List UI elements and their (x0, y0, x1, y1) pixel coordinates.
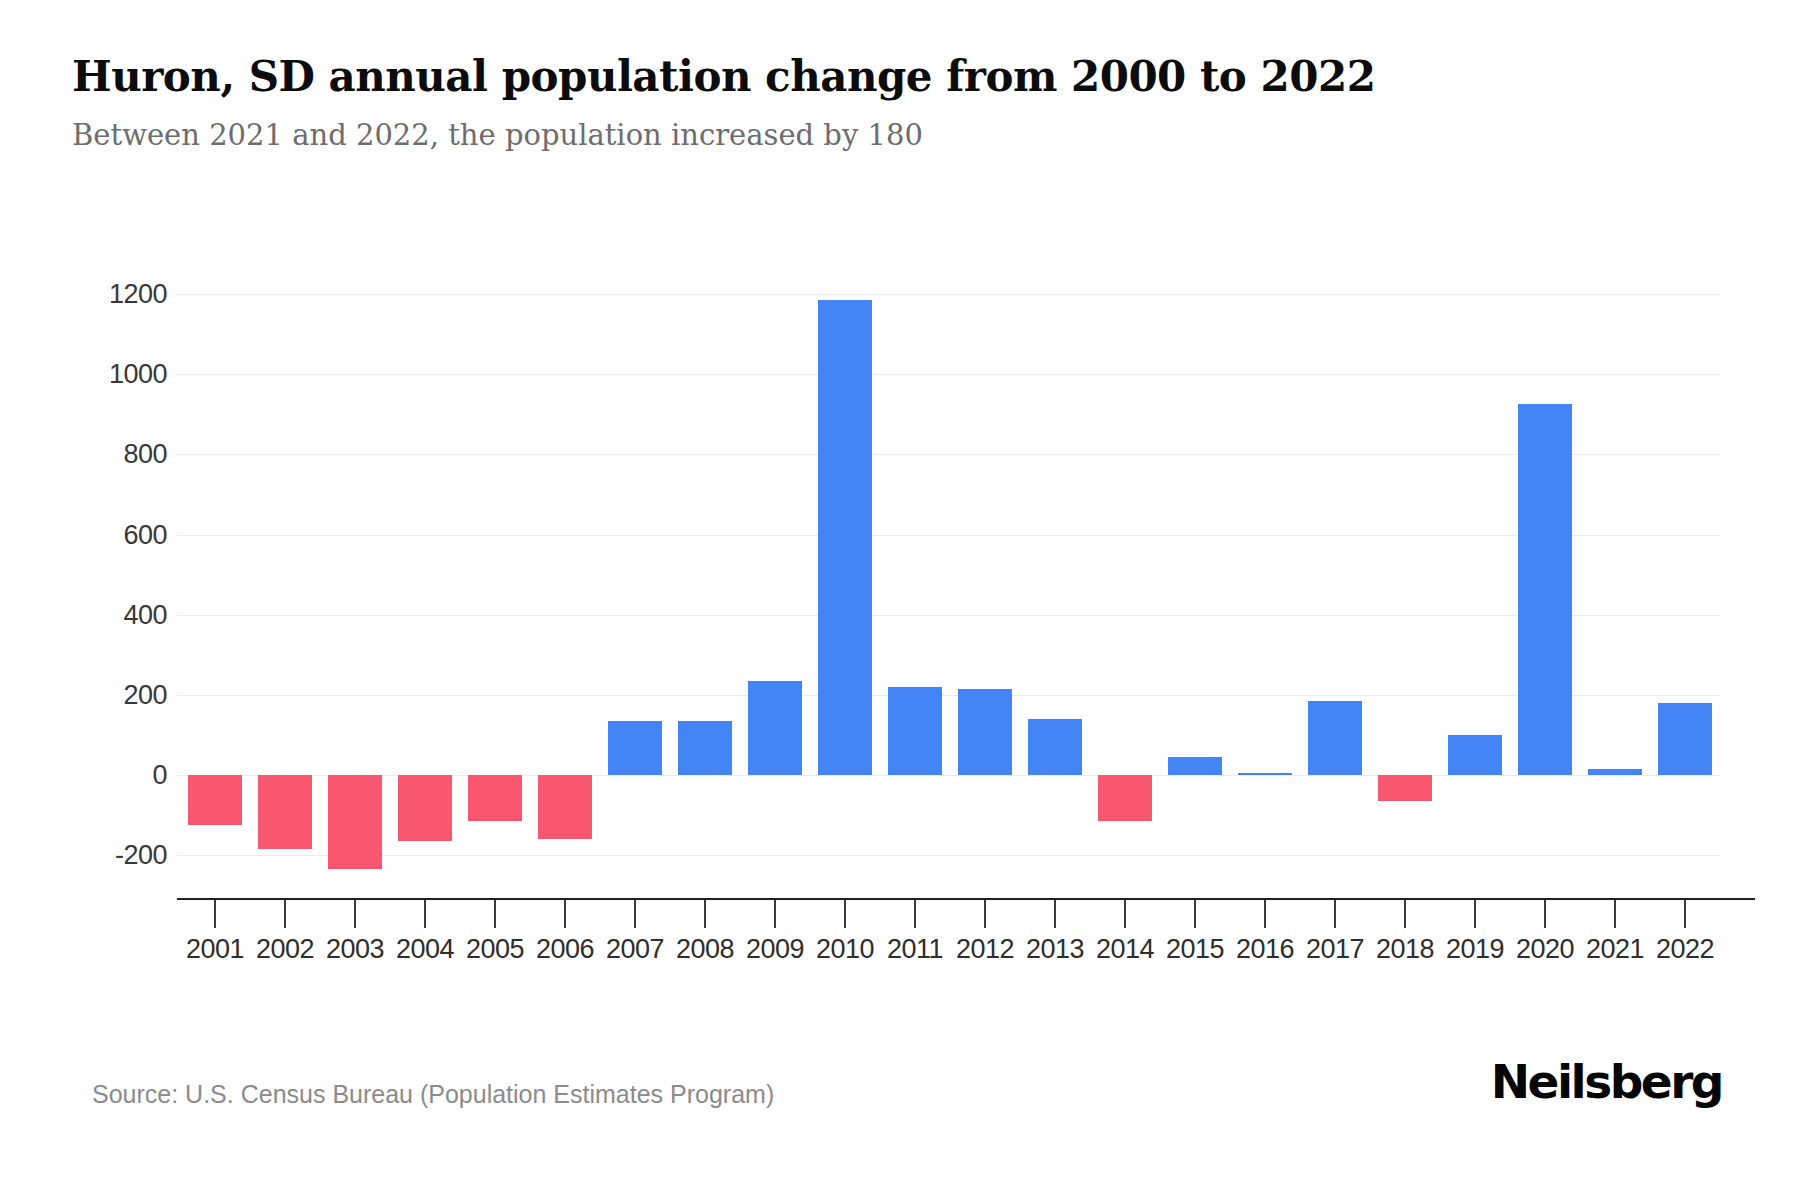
bar-2003 (328, 775, 382, 869)
y-axis-label-400: 400 (40, 600, 167, 630)
bar-2010 (818, 300, 872, 775)
x-axis-tick-2002 (284, 900, 286, 928)
gridline-200 (177, 695, 1720, 696)
source-note: Source: U.S. Census Bureau (Population E… (92, 1080, 774, 1109)
gridline-800 (177, 454, 1720, 455)
x-axis-tick-2009 (774, 900, 776, 928)
y-axis-label-600: 600 (40, 520, 167, 550)
x-axis-tick-2020 (1544, 900, 1546, 928)
x-axis-tick-2017 (1334, 900, 1336, 928)
bar-2001 (188, 775, 242, 825)
bar-2008 (678, 721, 732, 775)
y-axis-label-0: 0 (40, 760, 167, 790)
bar-2020 (1518, 404, 1572, 775)
bar-2017 (1308, 701, 1362, 775)
chart-title: Huron, SD annual population change from … (72, 52, 1375, 101)
x-axis-tick-2022 (1684, 900, 1686, 928)
bar-2005 (468, 775, 522, 821)
y-axis-label--200: -200 (40, 840, 167, 870)
gridline-400 (177, 615, 1720, 616)
x-axis-tick-2007 (634, 900, 636, 928)
bar-2006 (538, 775, 592, 839)
bar-2011 (888, 687, 942, 775)
bar-2016 (1238, 773, 1292, 775)
y-axis-label-200: 200 (40, 680, 167, 710)
gridline-600 (177, 535, 1720, 536)
x-axis-tick-2001 (214, 900, 216, 928)
x-axis-tick-2015 (1194, 900, 1196, 928)
x-axis-tick-2019 (1474, 900, 1476, 928)
bar-2014 (1098, 775, 1152, 821)
neilsberg-logo[interactable]: Neilsberg (1491, 1054, 1722, 1109)
x-axis-tick-2016 (1264, 900, 1266, 928)
bar-2009 (748, 681, 802, 775)
bar-2022 (1658, 703, 1712, 775)
x-axis-tick-2013 (1054, 900, 1056, 928)
x-axis-tick-2004 (424, 900, 426, 928)
x-axis-tick-2014 (1124, 900, 1126, 928)
gridline--200 (177, 855, 1720, 856)
x-axis-tick-2018 (1404, 900, 1406, 928)
x-axis-tick-2021 (1614, 900, 1616, 928)
bar-2013 (1028, 719, 1082, 775)
y-axis-label-1000: 1000 (40, 359, 167, 389)
bar-2012 (958, 689, 1012, 775)
x-axis-label-2022: 2022 (1640, 934, 1730, 965)
bar-2015 (1168, 757, 1222, 775)
bar-2002 (258, 775, 312, 849)
x-axis-tick-2010 (844, 900, 846, 928)
y-axis-label-800: 800 (40, 439, 167, 469)
bar-chart-plot-area (177, 240, 1720, 900)
bar-2021 (1588, 769, 1642, 775)
gridline-1000 (177, 374, 1720, 375)
x-axis-tick-2003 (354, 900, 356, 928)
gridline-1200 (177, 294, 1720, 295)
x-axis-tick-2008 (704, 900, 706, 928)
bar-2019 (1448, 735, 1502, 775)
bar-2004 (398, 775, 452, 841)
x-axis-tick-2005 (494, 900, 496, 928)
x-axis-tick-2011 (914, 900, 916, 928)
x-axis-line (177, 898, 1755, 900)
x-axis-tick-2006 (564, 900, 566, 928)
y-axis-label-1200: 1200 (40, 279, 167, 309)
bar-2007 (608, 721, 662, 775)
chart-subtitle: Between 2021 and 2022, the population in… (72, 118, 923, 152)
x-axis-tick-2012 (984, 900, 986, 928)
bar-2018 (1378, 775, 1432, 801)
